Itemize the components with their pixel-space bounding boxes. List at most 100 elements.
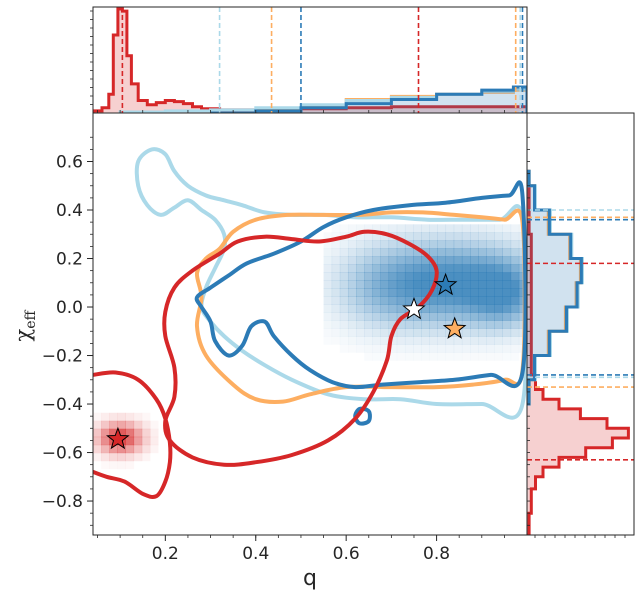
density-cell — [380, 328, 390, 337]
density-cell — [347, 288, 357, 297]
density-cell — [429, 344, 438, 353]
density-cell — [510, 296, 520, 305]
density-cell — [445, 312, 455, 321]
density-cell — [364, 288, 373, 297]
density-cell — [510, 280, 520, 289]
density-cell — [332, 336, 341, 344]
density-cell — [125, 452, 135, 462]
density-cell — [331, 304, 341, 313]
density-cell — [413, 272, 422, 281]
density-cell — [396, 320, 406, 329]
density-cell — [323, 312, 333, 321]
density-cell — [149, 444, 159, 454]
density-cell — [421, 336, 430, 345]
density-cell — [388, 224, 398, 233]
density-cell — [109, 412, 118, 422]
density-cell — [510, 328, 520, 337]
density-cell — [347, 296, 357, 305]
density-cell — [347, 304, 357, 313]
density-cell — [453, 272, 463, 281]
density-cell — [339, 328, 349, 337]
density-cell — [453, 312, 463, 321]
density-cell — [380, 240, 390, 249]
density-cell — [478, 312, 487, 321]
density-cell — [364, 248, 373, 257]
density-cell — [388, 280, 398, 289]
density-cell — [347, 328, 357, 337]
density-cell — [364, 344, 373, 353]
density-cell — [470, 288, 479, 297]
density-cell — [109, 452, 118, 462]
density-cell — [323, 256, 333, 265]
density-cell — [478, 320, 487, 329]
density-cell — [486, 304, 495, 313]
density-cell — [445, 344, 455, 353]
density-cell — [453, 264, 463, 273]
density-cell — [356, 232, 365, 241]
density-cell — [461, 272, 471, 281]
density-cell — [125, 412, 135, 422]
density-cell — [445, 304, 455, 313]
density-cell — [364, 320, 373, 329]
density-cell — [388, 256, 398, 265]
density-cell — [413, 264, 422, 273]
density-cell — [461, 328, 471, 337]
density-cell — [323, 240, 333, 249]
density-cell — [470, 248, 479, 257]
density-cell — [413, 224, 422, 233]
density-cell — [380, 296, 390, 305]
top-marginal-histogram — [93, 7, 527, 113]
density-cell — [141, 444, 151, 454]
density-cell — [429, 312, 438, 321]
density-cell — [429, 224, 438, 233]
density-cell — [494, 256, 503, 265]
density-cell — [502, 224, 512, 233]
density-cell — [502, 288, 512, 297]
star-marker-3 — [106, 426, 130, 450]
density-cell — [510, 240, 520, 249]
density-cell — [323, 272, 333, 281]
density-cell — [494, 248, 503, 257]
y-tick-label: −0.6 — [42, 444, 83, 464]
density-cell — [372, 288, 381, 297]
density-cell — [502, 232, 512, 241]
density-cell — [437, 344, 447, 353]
density-cell — [396, 256, 406, 265]
density-cell — [437, 352, 447, 361]
y-axis-label: χeff — [11, 309, 39, 341]
density-cell — [461, 296, 471, 305]
right-hist-fill-red — [527, 171, 629, 535]
density-cell — [429, 264, 438, 273]
density-cell — [388, 304, 398, 313]
density-cell — [339, 296, 349, 305]
density-cell — [323, 280, 333, 289]
density-cell — [141, 452, 151, 462]
density-cell — [388, 336, 398, 345]
density-cell — [404, 280, 414, 289]
density-cell — [404, 352, 414, 361]
density-cell — [421, 288, 430, 297]
density-cell — [486, 256, 495, 265]
density-cell — [470, 336, 479, 345]
density-cell — [372, 272, 381, 281]
density-cell — [461, 232, 471, 241]
density-cell — [478, 296, 487, 305]
density-cell — [404, 248, 414, 257]
density-cell — [339, 336, 349, 345]
density-cell — [372, 344, 381, 353]
density-cell — [445, 296, 455, 305]
density-cell — [356, 336, 365, 345]
density-cell — [364, 336, 373, 345]
density-cell — [502, 336, 512, 345]
density-cell — [356, 328, 365, 337]
density-cell — [364, 296, 373, 305]
density-cell — [397, 352, 406, 360]
density-cell — [486, 312, 495, 321]
density-cell — [101, 452, 110, 462]
density-cell — [437, 232, 447, 241]
density-cell — [380, 232, 390, 241]
density-cell — [494, 272, 503, 281]
density-cell — [453, 304, 463, 313]
density-cell — [396, 336, 406, 345]
density-cell — [380, 264, 390, 273]
